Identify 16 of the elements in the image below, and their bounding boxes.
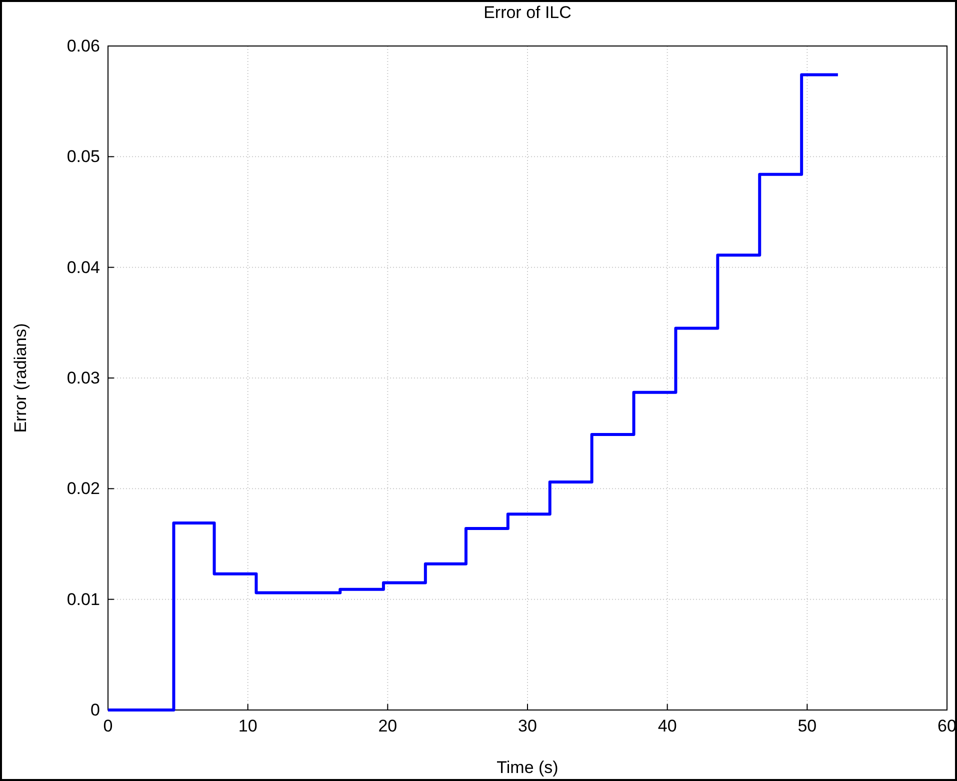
x-tick-label: 0	[103, 716, 113, 736]
y-tick-label: 0.05	[66, 147, 100, 166]
y-tick-label: 0.02	[66, 479, 100, 498]
chart-title: Error of ILC	[484, 3, 572, 22]
x-tick-label: 30	[518, 716, 537, 736]
y-tick-label: 0.01	[66, 590, 100, 609]
y-axis-title: Error (radians)	[11, 323, 30, 433]
x-axis-title: Time (s)	[496, 758, 558, 777]
x-tick-label: 10	[238, 716, 258, 736]
y-tick-label: 0.04	[66, 258, 100, 277]
x-tick-label: 40	[658, 716, 677, 736]
y-tick-label: 0.06	[66, 36, 100, 56]
x-tick-label: 20	[378, 716, 398, 736]
x-tick-label: 50	[798, 716, 817, 736]
y-tick-label: 0.03	[66, 368, 100, 388]
y-tick-label: 0	[90, 700, 100, 720]
